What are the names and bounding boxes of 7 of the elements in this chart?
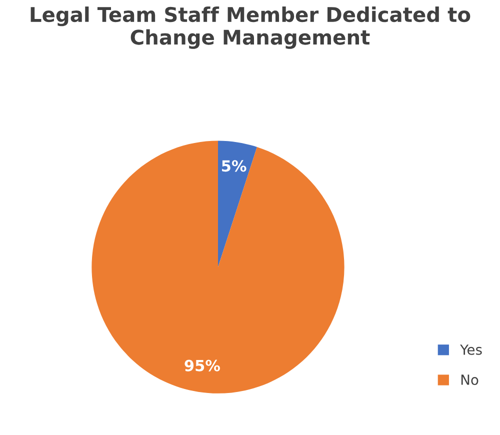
data-label: 95% xyxy=(184,360,220,372)
pie-slice xyxy=(92,140,344,394)
pie-slice xyxy=(218,140,258,268)
chart-title: Legal Team Staff Member Dedicated to Change Management xyxy=(30,6,470,49)
legend-label: Yes xyxy=(460,344,482,355)
legend-label: No xyxy=(461,374,478,386)
data-label: 5% xyxy=(222,160,246,172)
